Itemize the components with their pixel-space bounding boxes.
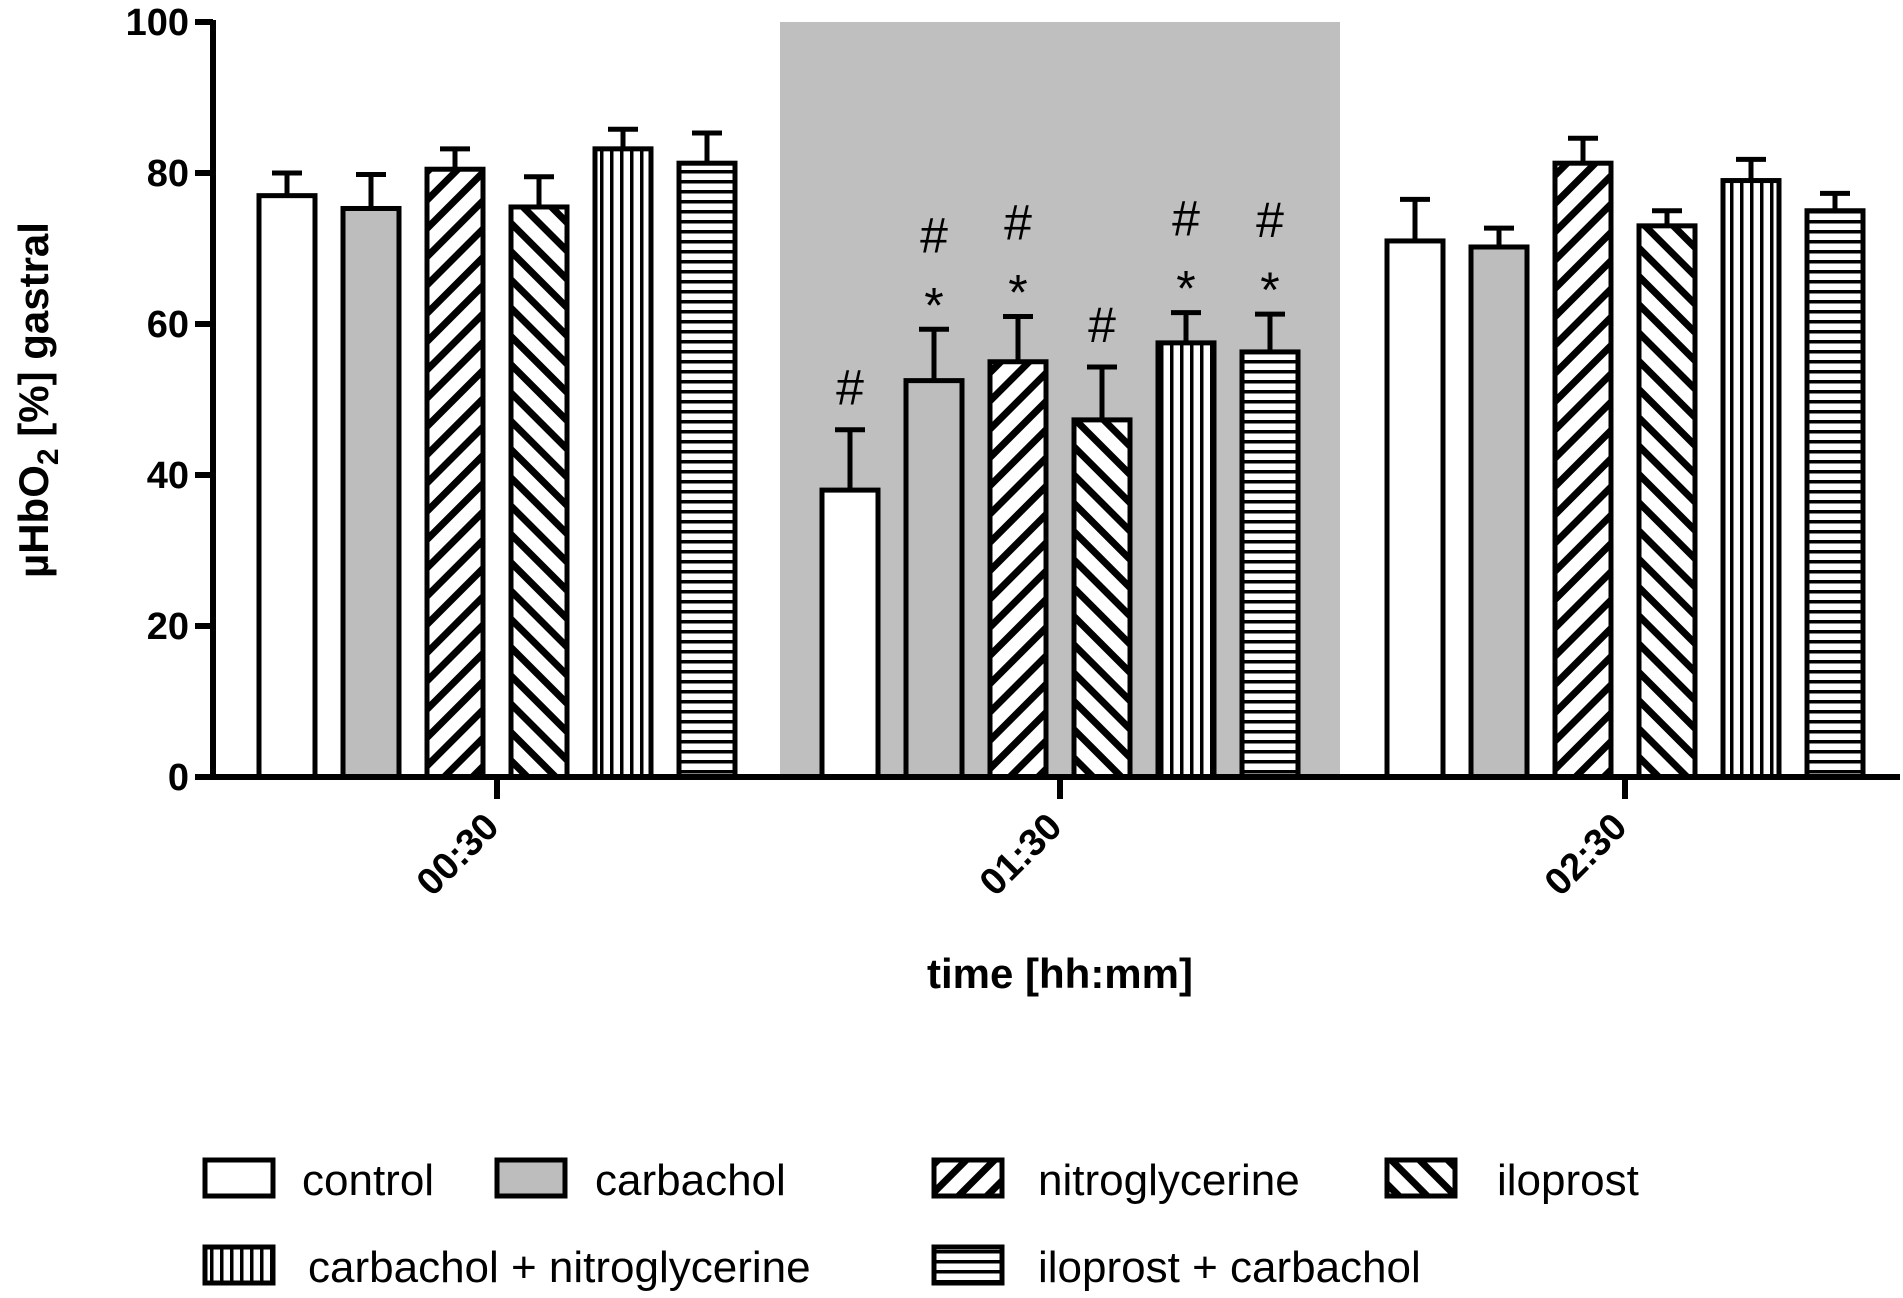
bar-5-02-30	[1720, 178, 1782, 780]
y-tick-label: 0	[168, 757, 189, 799]
asterisk-annotation-3: *	[1008, 264, 1027, 320]
bar-5-00-30	[592, 146, 654, 780]
bar-1-02-30	[1384, 238, 1446, 780]
error-bars	[272, 126, 1850, 491]
bar-4-00-30	[508, 204, 570, 780]
bar-3-01-30	[987, 359, 1049, 780]
bar-4-02-30	[1636, 223, 1698, 780]
legend-label-3: nitroglycerine	[1038, 1156, 1300, 1205]
y-axis-title: µHbO2 [%] gastral	[10, 222, 65, 578]
hash-annotation-5: #	[1172, 191, 1200, 247]
bar-3-02-30	[1552, 160, 1614, 780]
legend-swatch-4	[1384, 1157, 1458, 1199]
x-tick-label: 00:30	[409, 806, 507, 904]
bar-4-01-30	[1071, 417, 1133, 780]
x-tick-label: 01:30	[972, 806, 1070, 904]
bar-6-02-30	[1804, 208, 1866, 780]
legend-swatch-1	[202, 1157, 276, 1199]
hash-annotation-3: #	[1004, 194, 1032, 250]
bar-2-00-30	[340, 205, 402, 780]
y-tick-label: 80	[147, 153, 189, 195]
bar-5-01-30	[1155, 340, 1217, 780]
legend-label-5: carbachol + nitroglycerine	[308, 1243, 811, 1292]
hash-annotation-4: #	[1088, 297, 1116, 353]
legend-label-6: iloprost + carbachol	[1038, 1243, 1421, 1292]
bar-6-01-30	[1239, 349, 1301, 780]
asterisk-annotation-6: *	[1260, 262, 1279, 318]
bar-1-00-30	[256, 193, 318, 780]
bar-2-01-30	[903, 378, 965, 780]
hash-annotation-6: #	[1256, 192, 1284, 248]
legend-swatch-6	[931, 1244, 1005, 1286]
x-axis-title: time [hh:mm]	[927, 950, 1193, 997]
legend-label-2: carbachol	[595, 1156, 786, 1205]
bar-3-00-30	[424, 166, 486, 780]
legend-swatch-2	[494, 1157, 568, 1199]
asterisk-annotation-2: *	[924, 277, 943, 333]
x-tick-label: 02:30	[1537, 806, 1635, 904]
legend-label-4: iloprost	[1497, 1156, 1639, 1205]
asterisk-annotation-5: *	[1176, 261, 1195, 317]
legend: control carbachol nitroglycerine iloprost ca…	[202, 1156, 1639, 1292]
legend-swatch-5	[202, 1244, 276, 1286]
hash-annotation-2: #	[920, 207, 948, 263]
y-tick-label: 60	[147, 304, 189, 346]
bar-6-00-30	[676, 160, 738, 780]
y-tick-label: 40	[147, 455, 189, 497]
bars	[256, 146, 1866, 780]
significance-annotations: # * # * # # * # * #	[836, 191, 1284, 416]
y-tick-label: 20	[147, 606, 189, 648]
legend-label-1: control	[302, 1156, 434, 1205]
y-tick-label: 100	[126, 2, 189, 44]
legend-swatch-3	[931, 1157, 1005, 1199]
bar-1-01-30	[819, 487, 881, 780]
hash-annotation-1: #	[836, 360, 864, 416]
bar-2-02-30	[1468, 244, 1530, 780]
